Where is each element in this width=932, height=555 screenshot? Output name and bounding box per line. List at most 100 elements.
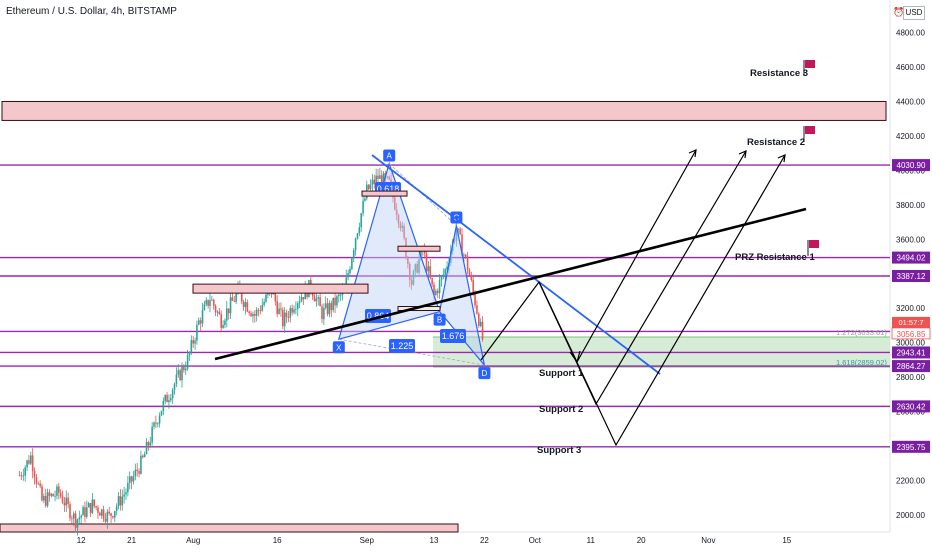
candle-body <box>190 340 193 353</box>
ratio-badge <box>389 339 415 353</box>
price-level-tag-label: 2943.41 <box>897 348 926 357</box>
candle-body <box>134 469 137 477</box>
candle-body <box>147 442 150 446</box>
candle-body <box>242 301 245 308</box>
candle-body <box>259 310 262 312</box>
candle-body <box>205 299 208 305</box>
candle-body <box>37 483 40 485</box>
support-1-label: Support 1 <box>539 368 584 379</box>
candle-body <box>345 277 348 289</box>
candle-body <box>414 264 417 272</box>
candle-body <box>177 370 180 375</box>
descending-trendline <box>371 154 661 375</box>
candle-body <box>207 299 209 306</box>
candle-body <box>285 312 288 318</box>
candle-body <box>464 254 467 257</box>
candle-body <box>261 305 264 311</box>
candle-body <box>371 179 374 185</box>
candle-body <box>183 366 185 371</box>
bottom-zone <box>0 523 459 533</box>
currency-label[interactable]: USD <box>903 6 925 20</box>
price-level-tag <box>892 440 930 453</box>
candle-body <box>31 455 34 471</box>
candle-body <box>220 314 222 329</box>
ascending-trendline <box>214 207 807 361</box>
point-badge-b <box>433 313 446 326</box>
order-block <box>361 190 408 197</box>
candle-body <box>293 309 295 313</box>
current-price-label: 3056.85 <box>897 330 926 339</box>
ratio-label: 0.864 <box>367 311 390 321</box>
candle-body <box>302 297 305 300</box>
candle-body <box>267 292 269 295</box>
price-level-tag-label: 2395.75 <box>897 443 926 452</box>
candle-body <box>46 492 49 506</box>
candle-body <box>166 395 168 403</box>
price-level-tag-label: 3494.02 <box>897 254 926 263</box>
candle-body <box>33 470 36 478</box>
candle-body <box>56 486 58 496</box>
candle-body <box>211 299 213 301</box>
candle-body <box>199 320 202 324</box>
candle-body <box>457 228 460 230</box>
candle-body <box>196 324 198 341</box>
candle-body <box>216 311 219 313</box>
candle-body <box>231 297 234 301</box>
candle-body <box>296 303 299 309</box>
candle-body <box>235 293 237 302</box>
arrow-head <box>569 350 581 364</box>
countdown-tag <box>892 316 930 327</box>
candle-body <box>149 442 152 446</box>
y-tick-label: 4600.00 <box>896 63 925 72</box>
candle-body <box>222 324 224 329</box>
candle-body <box>115 506 118 512</box>
candle-body <box>470 275 473 280</box>
candle-body <box>18 475 21 477</box>
price-level-tag <box>892 251 930 264</box>
candle-body <box>186 355 189 369</box>
y-tick-label: 3000.00 <box>896 339 925 348</box>
candle-body <box>61 496 64 503</box>
candle-body <box>313 296 316 302</box>
y-tick-label: 2000.00 <box>896 511 925 520</box>
price-level-tag <box>892 346 930 359</box>
candle-body <box>145 442 148 455</box>
candle-body <box>330 303 333 311</box>
y-tick-label: 3200.00 <box>896 304 925 313</box>
candle-body <box>364 198 366 201</box>
candle-body <box>123 494 125 497</box>
candle-body <box>332 297 334 311</box>
candle-body <box>382 173 385 186</box>
candle-body <box>229 297 232 314</box>
x-tick-label: 20 <box>637 536 646 545</box>
candle-body <box>328 303 331 315</box>
candle-body <box>52 494 54 497</box>
candle-body <box>252 313 254 317</box>
candle-body <box>162 400 165 411</box>
candle-body <box>54 495 56 497</box>
candle-body <box>474 292 476 306</box>
projection-path-3 <box>538 154 786 447</box>
candle-body <box>431 277 433 285</box>
candle-body <box>257 309 260 311</box>
candle-body <box>248 311 250 314</box>
candle-body <box>367 184 370 190</box>
candle-body <box>108 511 110 514</box>
candle-body <box>121 496 124 506</box>
candle-body <box>468 270 471 276</box>
candle-body <box>214 305 217 313</box>
candle-body <box>453 240 456 242</box>
candle-body <box>102 509 105 519</box>
price-level-tag <box>892 269 930 282</box>
candle-body <box>84 507 86 517</box>
candle-body <box>59 492 62 497</box>
candle-body <box>192 340 194 344</box>
support-2-label: Support 2 <box>539 404 583 415</box>
candle-body <box>227 308 230 314</box>
candle-body <box>86 507 88 517</box>
x-tick-label: 12 <box>77 536 86 545</box>
alert-icon[interactable]: ⏰ <box>893 7 905 17</box>
candle-body <box>78 517 81 520</box>
